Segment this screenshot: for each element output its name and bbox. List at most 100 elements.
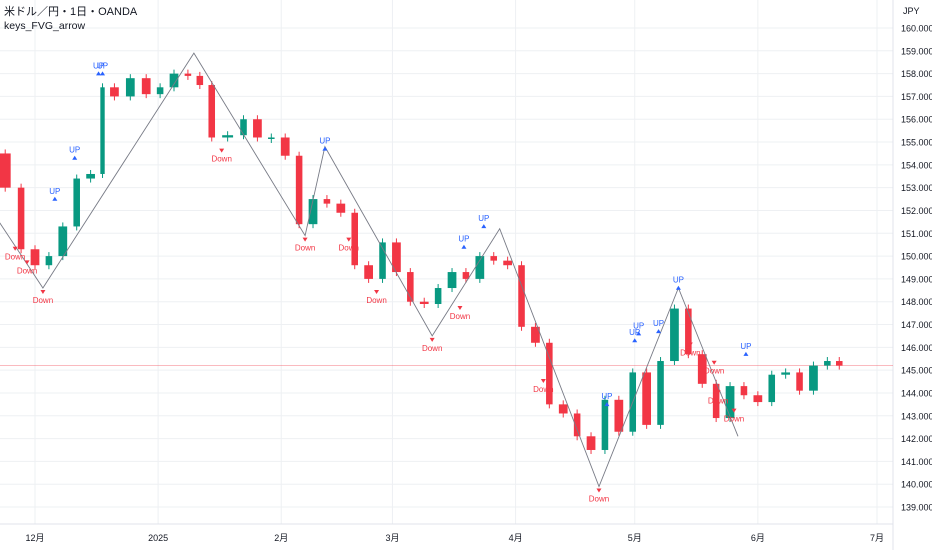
up-arrow-label: UP [629,328,640,337]
candle [753,395,763,403]
candle [295,155,303,225]
candle [809,365,818,391]
up-arrow [636,331,642,336]
candle [685,308,692,355]
y-tick-label: 143.000 [901,411,932,421]
up-arrow [656,329,662,334]
up-arrow-label: UP [673,276,684,285]
candle [697,354,707,384]
candle [419,301,429,304]
down-arrow-label: Down [533,385,553,394]
candle [30,249,40,266]
candle [657,361,664,425]
y-tick-label: 155.000 [901,138,932,148]
candle [240,119,247,136]
y-tick-label: 158.000 [901,69,932,79]
candle [351,212,358,266]
down-arrow-label: Down [5,253,25,262]
x-tick-label: 7月 [870,533,884,543]
x-tick-label: 3月 [385,533,399,543]
down-arrow [302,237,308,242]
down-arrow [715,390,721,395]
y-tick-label: 157.000 [901,92,932,102]
down-arrow [374,290,380,295]
up-arrow [461,244,467,249]
up-arrow-label: UP [319,137,330,146]
x-tick-label: 6月 [751,533,765,543]
y-tick-label: 141.000 [901,457,932,467]
candle [546,342,553,405]
up-arrow-label: UP [478,214,489,223]
candle [336,203,346,213]
y-tick-label: 160.000 [901,24,932,34]
y-tick-label: 154.000 [901,160,932,170]
down-arrow-label: Down [33,296,53,305]
y-tick-label: 139.000 [901,503,932,513]
candle [196,75,204,86]
down-arrow [596,488,602,493]
y-tick-label: 149.000 [901,274,932,284]
up-arrow-label: UP [458,235,469,244]
y-tick-label: 156.000 [901,115,932,125]
candle [490,256,498,261]
chart-symbol-title: 米ドル／円・1日・OANDA [4,6,138,18]
up-arrow [604,402,610,407]
up-arrow [632,338,638,343]
up-arrow-label: UP [601,392,612,401]
candle [462,272,470,279]
down-arrow [12,246,18,251]
candle [100,87,105,174]
indicator-name: keys_FVG_arrow [4,20,86,32]
down-arrow [429,337,435,342]
down-arrow [687,342,693,347]
x-tick-label: 4月 [509,533,523,543]
zigzag-line [0,52,739,488]
candle [45,256,53,266]
x-tick-label: 5月 [628,533,642,543]
y-tick-label: 153.000 [901,183,932,193]
up-arrow [675,285,681,290]
up-arrow [481,224,487,229]
candle [323,199,331,204]
candle [712,383,720,419]
up-arrow [322,146,328,151]
x-tick-label: 2月 [274,533,288,543]
down-arrow [711,360,717,365]
candle [586,436,596,450]
candle [835,361,843,366]
up-arrow [743,351,749,356]
currency-label: JPY [903,6,920,16]
candle [392,242,401,273]
up-arrow [100,71,106,76]
candle [740,386,748,396]
down-arrow-label: Down [704,367,724,376]
down-arrow-label: Down [680,348,700,357]
up-arrow-label: UP [653,319,664,328]
candle [208,85,216,138]
candle [253,119,262,138]
y-tick-label: 145.000 [901,366,932,376]
candle [268,137,275,139]
up-arrow [96,71,102,76]
candle [141,78,151,95]
candle [475,256,485,279]
up-arrow-label: UP [633,321,644,330]
down-arrow [346,237,352,242]
down-arrow-label: Down [724,415,744,424]
candle [110,87,119,97]
up-arrow-label: UP [69,146,80,155]
up-arrow-label: UP [93,61,104,70]
down-arrow-label: Down [422,344,442,353]
down-arrow-label: Down [295,244,315,253]
down-arrow-label: Down [708,396,728,405]
candle [614,399,624,432]
candle [725,386,735,419]
down-arrow-label: Down [17,266,37,275]
candle [407,272,414,302]
candle [184,73,192,76]
down-arrow [24,260,30,265]
down-arrow [457,305,463,310]
down-arrow-label: Down [450,312,470,321]
candle [601,399,609,450]
